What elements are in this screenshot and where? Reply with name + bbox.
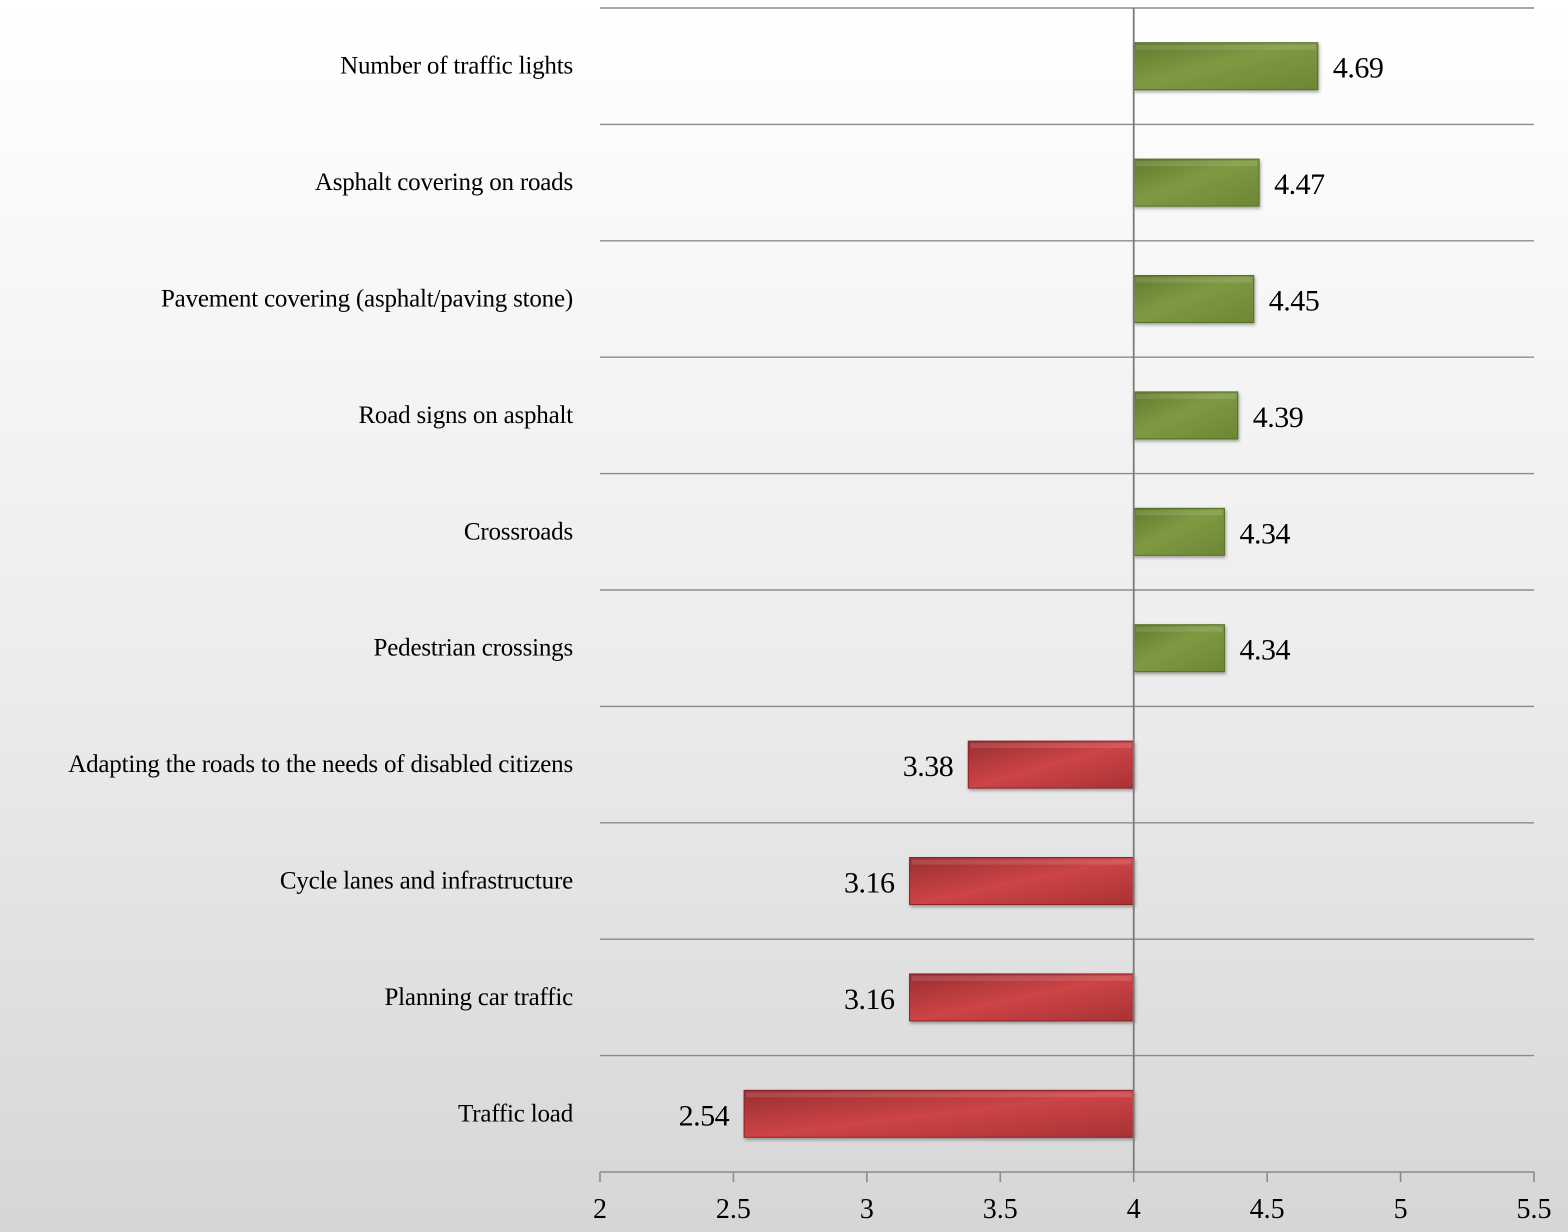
value-label: 2.54 (679, 1099, 730, 1132)
bar-2 (1133, 158, 1260, 207)
bar-highlight (911, 975, 1132, 981)
x-tick-label: 4 (1127, 1194, 1141, 1225)
value-label: 4.45 (1269, 285, 1320, 318)
category-label: Adapting the roads to the needs of disab… (68, 751, 573, 778)
category-label: Crossroads (464, 518, 573, 545)
category-label: Planning car traffic (384, 984, 573, 1011)
x-tick-label: 4.5 (1250, 1194, 1285, 1225)
x-tick-label: 2 (593, 1194, 607, 1225)
bar-4 (1133, 391, 1239, 440)
value-label: 3.38 (903, 750, 954, 783)
value-label: 4.69 (1333, 52, 1384, 85)
value-label: 4.34 (1239, 517, 1290, 550)
bar-7 (967, 740, 1135, 789)
bar-9 (909, 973, 1135, 1022)
bar-highlight (911, 859, 1132, 865)
bar-5 (1133, 507, 1225, 556)
category-label: Pavement covering (asphalt/paving stone) (161, 286, 573, 313)
category-label: Number of traffic lights (340, 53, 573, 80)
bar-10 (743, 1089, 1135, 1138)
value-label: 3.16 (844, 867, 895, 900)
bar-highlight (1135, 626, 1223, 632)
bar-highlight (746, 1092, 1132, 1098)
category-label: Asphalt covering on roads (315, 169, 573, 196)
gridlines (600, 7, 1534, 1057)
bar-1 (1133, 42, 1319, 91)
x-tick-label: 3.5 (983, 1194, 1018, 1225)
bar-highlight (1135, 44, 1316, 50)
bar-highlight (1135, 510, 1223, 516)
x-tick-label: 3 (860, 1194, 874, 1225)
value-label: 4.39 (1253, 401, 1304, 434)
value-label: 3.16 (844, 983, 895, 1016)
bar-8 (909, 857, 1135, 905)
x-axis: 2 2.5 3 3.5 4 4.5 5 5.5 (593, 8, 1552, 1225)
category-label: Cycle lanes and infrastructure (280, 868, 573, 895)
category-label: Road signs on asphalt (358, 402, 573, 429)
x-tick-label: 2.5 (716, 1194, 751, 1225)
value-label: 4.47 (1274, 168, 1325, 201)
x-tick-label: 5 (1394, 1194, 1408, 1225)
bars (743, 42, 1319, 1138)
bar-highlight (1135, 393, 1236, 399)
category-labels: Number of traffic lights Asphalt covering… (68, 53, 574, 1128)
category-label: Pedestrian crossings (374, 635, 573, 662)
bar-6 (1133, 624, 1225, 673)
x-tick-label: 5.5 (1517, 1194, 1552, 1225)
bar-highlight (1135, 161, 1258, 167)
bar-highlight (970, 743, 1132, 749)
bar-3 (1133, 275, 1255, 323)
category-label: Traffic load (458, 1100, 574, 1127)
value-labels: 4.69 4.47 4.45 4.39 4.34 4.34 3.38 3.16 3.16 2.54 (679, 52, 1384, 1133)
bar-highlight (1135, 277, 1252, 283)
value-label: 4.34 (1239, 634, 1290, 667)
